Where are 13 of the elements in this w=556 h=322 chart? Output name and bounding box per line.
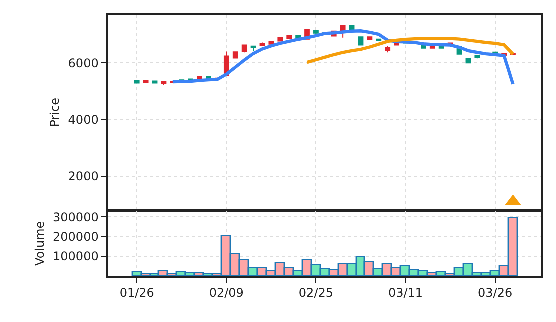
x-tick-label: 03/11 bbox=[388, 286, 424, 300]
x-tick-label: 01/26 bbox=[120, 286, 154, 300]
x-tick-label: 03/26 bbox=[478, 286, 513, 300]
y-tick-label: 4000 bbox=[68, 112, 99, 127]
y-tick-label: 100000 bbox=[53, 250, 99, 264]
y-tick-label: 200000 bbox=[53, 230, 99, 244]
y-axis-title: Volume bbox=[32, 221, 47, 266]
y-tick-label: 6000 bbox=[68, 56, 99, 70]
x-tick-label: 02/25 bbox=[298, 286, 334, 300]
y-axis-title: Price bbox=[48, 98, 62, 128]
y-tick-label: 2000 bbox=[68, 169, 99, 184]
x-tick-label: 02/09 bbox=[209, 286, 244, 300]
y-tick-label: 300000 bbox=[53, 210, 99, 224]
